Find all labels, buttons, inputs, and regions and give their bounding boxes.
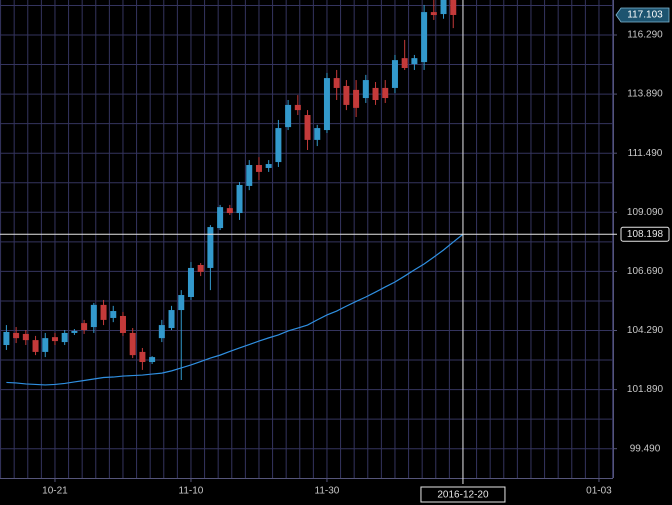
candle-body [119,315,126,333]
candle-body [71,330,78,333]
y-tick-label: 101.890 [627,384,664,395]
candle-body [401,58,408,68]
y-tick-label: 111.490 [628,148,663,159]
moving-average-line [6,233,464,386]
candle-body [450,0,457,15]
candle-body [265,164,272,168]
candle-body [81,323,88,331]
candle-body [430,12,437,16]
candle-body [22,333,29,341]
candle-body [207,227,214,268]
x-tick-label: 10-21 [42,486,68,497]
candle-body [187,267,194,298]
candle-body [129,332,136,356]
candle-body [440,0,447,15]
candle-body [246,165,253,186]
candle-body [236,184,243,214]
candle-body [158,325,165,339]
x-tick-label: 01-03 [586,486,612,497]
crosshair-x-label: 2016-12-20 [437,490,489,501]
y-tick-label: 113.890 [627,89,663,100]
candle-body [343,85,350,105]
candle-body [217,207,224,229]
candle-body [100,304,107,320]
candle-body [294,104,301,111]
y-tick-label: 99.490 [630,443,661,454]
candle-body [168,310,175,329]
candle-body [304,115,311,140]
candle-body [149,357,156,363]
candle-body [333,78,340,88]
x-tick-label: 11-30 [315,486,340,497]
candle-body [323,78,330,131]
y-tick-label: 104.290 [627,325,664,336]
candle-body [110,311,117,318]
candle-body [421,12,428,63]
candle-body [411,58,418,65]
last-price-box [615,7,670,23]
plot-area [3,0,464,386]
candle-body [32,340,39,352]
candle-body [275,128,282,163]
grid [0,0,614,478]
candle-body [3,331,10,346]
candle-body [226,208,233,214]
candle-body [90,304,97,328]
candle-body [255,165,262,172]
candle-body [391,60,398,88]
y-tick-label: 106.690 [627,266,664,277]
candle-body [61,332,68,343]
crosshair-x-box [420,486,506,503]
candle-body [13,332,20,339]
candle-body [353,89,360,108]
candle-body [285,104,292,128]
candle-body [139,351,146,363]
crosshair-y-box [620,226,670,242]
candle-body [51,337,58,342]
x-tick-label: 11-10 [179,486,204,497]
y-tick-label: 109.090 [627,207,664,218]
last-price-label: 117.103 [627,10,663,21]
candle-body [314,128,321,140]
crosshair-y-label: 108.198 [627,229,664,240]
candle-body [178,295,185,311]
candle-body [42,338,49,352]
candle-body [362,80,369,99]
y-tick-label: 116.290 [627,30,663,41]
candle-body [382,87,389,99]
candle-body [197,264,204,272]
candle-body [372,87,379,101]
